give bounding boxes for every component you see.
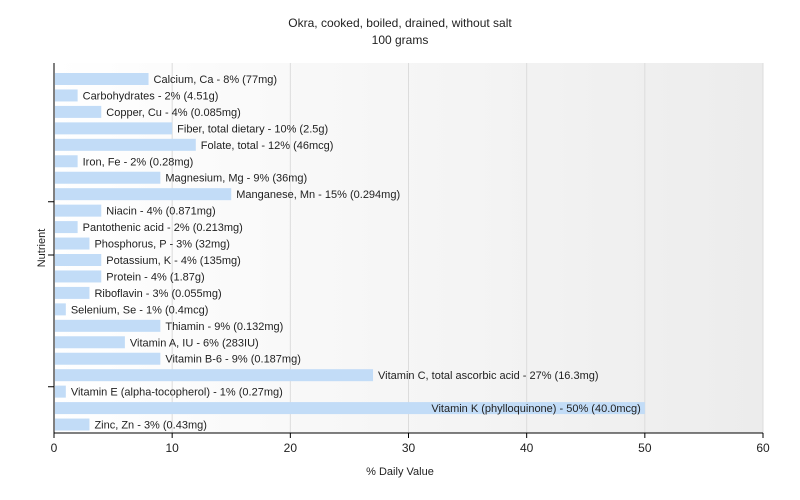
bar (55, 319, 161, 332)
chart-title: Okra, cooked, boiled, drained, without s… (288, 16, 512, 30)
bar-labels-group: Calcium, Ca - 8% (77mg) Carbohydrates - 2… (71, 74, 641, 432)
x-tick-label: 20 (284, 441, 298, 455)
bar (55, 402, 645, 415)
bar (55, 204, 102, 217)
bar (55, 171, 161, 184)
grid-lines (171, 63, 764, 433)
x-tick-label: 0 (51, 441, 58, 455)
bar-label: Protein - 4% (1.87g) (106, 271, 204, 283)
bar-label: Vitamin E (alpha-tocopherol) - 1% (0.27m… (71, 387, 283, 399)
chart-subtitle: 100 grams (371, 33, 429, 47)
bar-label: Niacin - 4% (0.871mg) (106, 206, 215, 218)
bar-label: Riboflavin - 3% (0.055mg) (94, 288, 221, 300)
x-axis-label: % Daily Value (366, 466, 434, 478)
bar (55, 270, 102, 283)
x-tick-labels: 0 10 20 30 40 50 60 (51, 441, 770, 455)
bar-label: Potassium, K - 4% (135mg) (106, 255, 241, 267)
bar-label: Pantothenic acid - 2% (0.213mg) (83, 222, 243, 234)
bar (55, 188, 232, 201)
y-axis-label: Nutrient (36, 228, 48, 268)
x-tick-label: 30 (402, 441, 416, 455)
x-tick-label: 40 (520, 441, 534, 455)
bar (55, 385, 66, 398)
bar-label: Vitamin K (phylloquinone) - 50% (40.0mcg… (431, 403, 641, 415)
bar (55, 418, 90, 431)
bar (55, 155, 78, 168)
bar-label: Carbohydrates - 2% (4.51g) (83, 90, 219, 102)
bar (55, 105, 102, 118)
bar-label: Folate, total - 12% (46mcg) (201, 140, 334, 152)
bar-label: Vitamin B-6 - 9% (0.187mg) (165, 354, 301, 366)
bar (55, 336, 125, 349)
bar (55, 237, 90, 250)
bar-label: Thiamin - 9% (0.132mg) (165, 321, 283, 333)
bar-label: Vitamin A, IU - 6% (283IU) (130, 337, 259, 349)
bar-label: Selenium, Se - 1% (0.4mcg) (71, 304, 209, 316)
bar-label: Magnesium, Mg - 9% (36mg) (165, 173, 307, 185)
bar (55, 369, 374, 382)
bar-label: Zinc, Zn - 3% (0.43mg) (94, 420, 206, 432)
axes-group (48, 63, 764, 438)
bar-label: Manganese, Mn - 15% (0.294mg) (236, 189, 400, 201)
bar (55, 352, 161, 365)
bars-group (55, 73, 645, 431)
bar (55, 138, 196, 151)
bar-label: Iron, Fe - 2% (0.28mg) (83, 156, 194, 168)
bar (55, 73, 149, 85)
bar-label: Calcium, Ca - 8% (77mg) (154, 74, 277, 86)
bar-label: Vitamin C, total ascorbic acid - 27% (16… (378, 370, 599, 382)
x-tick-label: 10 (165, 441, 179, 455)
bar (55, 254, 102, 266)
bar (55, 303, 66, 316)
bar (55, 89, 78, 102)
bar-label: Phosphorus, P - 3% (32mg) (94, 239, 230, 251)
x-tick-label: 60 (756, 441, 770, 455)
bar-label: Fiber, total dietary - 10% (2.5g) (177, 123, 328, 135)
bar (55, 221, 78, 234)
bar (55, 122, 173, 135)
x-tick-label: 50 (638, 441, 652, 455)
bar-label: Copper, Cu - 4% (0.085mg) (106, 107, 241, 119)
bar (55, 286, 90, 299)
